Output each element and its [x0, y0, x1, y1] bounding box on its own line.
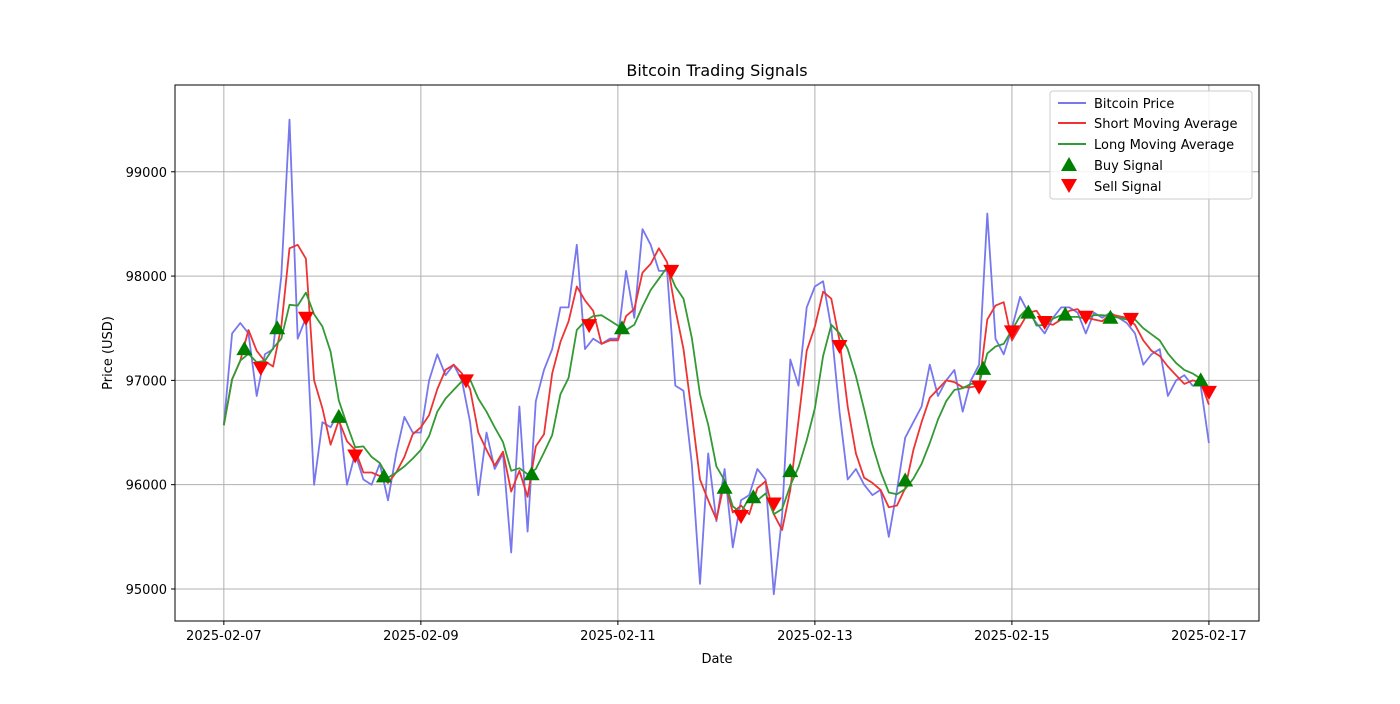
sell-signal-marker [765, 497, 782, 512]
buy-signal-marker [523, 466, 540, 481]
x-axis-label: Date [701, 652, 732, 667]
chart-title: Bitcoin Trading Signals [626, 61, 807, 80]
buy-signal-marker [330, 408, 347, 423]
buy-signal-marker [782, 463, 799, 478]
legend-box [1049, 90, 1253, 200]
legend-sell-marker [1061, 179, 1077, 193]
buy-signal-marker [1057, 306, 1074, 321]
legend-buy-label: Buy Signal [1094, 159, 1163, 174]
sell-signal-marker [1003, 325, 1020, 340]
legend-sell-label: Sell Signal [1094, 180, 1162, 195]
sell-signal-marker [831, 339, 848, 354]
price-line [222, 118, 1210, 596]
buy-signal-marker [897, 472, 914, 487]
sell-signal-marker [458, 374, 475, 389]
y-axis-label: Price (USD) [101, 316, 116, 390]
buy-signal-marker [975, 360, 992, 375]
legend-short-ma-label: Short Moving Average [1094, 117, 1238, 132]
sell-signal-marker [1077, 310, 1094, 325]
sell-signal-marker [971, 380, 988, 395]
sell-signal-marker [252, 361, 269, 376]
series [222, 118, 1217, 596]
buy-signal-marker [375, 468, 392, 483]
buy-signal-marker [236, 341, 253, 356]
buy-signal-marker [1102, 309, 1119, 324]
buy-signal-marker [1192, 372, 1209, 387]
x-tick-label: 2025-02-09 [383, 629, 459, 644]
y-tick-label: 99000 [126, 166, 167, 181]
sell-signal-marker [733, 509, 750, 524]
buy-signal-marker [1020, 304, 1037, 319]
legend-price-label: Bitcoin Price [1094, 97, 1174, 112]
sell-signal-marker [581, 319, 598, 334]
y-tick-label: 97000 [126, 374, 167, 389]
sell-signal-marker [1036, 315, 1053, 330]
legend-buy-marker [1061, 157, 1077, 171]
sell-signal-marker [347, 449, 364, 464]
legend-long-ma-label: Long Moving Average [1094, 138, 1234, 153]
y-tick-label: 98000 [126, 270, 167, 285]
buy-signal-marker [745, 489, 762, 504]
y-tick-label: 96000 [126, 479, 167, 494]
y-tick-label: 95000 [126, 583, 167, 598]
plot-frame [174, 84, 1260, 622]
sell-signal-marker [663, 264, 680, 279]
x-tick-label: 2025-02-15 [974, 629, 1050, 644]
x-tick-label: 2025-02-13 [777, 629, 853, 644]
x-tick-label: 2025-02-11 [580, 629, 656, 644]
x-tick-label: 2025-02-17 [1171, 629, 1247, 644]
buy-signal-marker [716, 479, 733, 494]
buy-signal-marker [613, 320, 630, 335]
x-tick-label: 2025-02-07 [186, 629, 262, 644]
buy-signal-marker [269, 320, 286, 335]
sell-signal-marker [1122, 312, 1139, 327]
sell-signal-marker [1200, 385, 1217, 400]
axis-ticks: 2025-02-07 2025-02-09 2025-02-11 2025-02-13… [126, 166, 1247, 644]
legend: Bitcoin Price Short Moving Average Long … [1049, 90, 1253, 200]
sell-signal-marker [297, 311, 314, 326]
